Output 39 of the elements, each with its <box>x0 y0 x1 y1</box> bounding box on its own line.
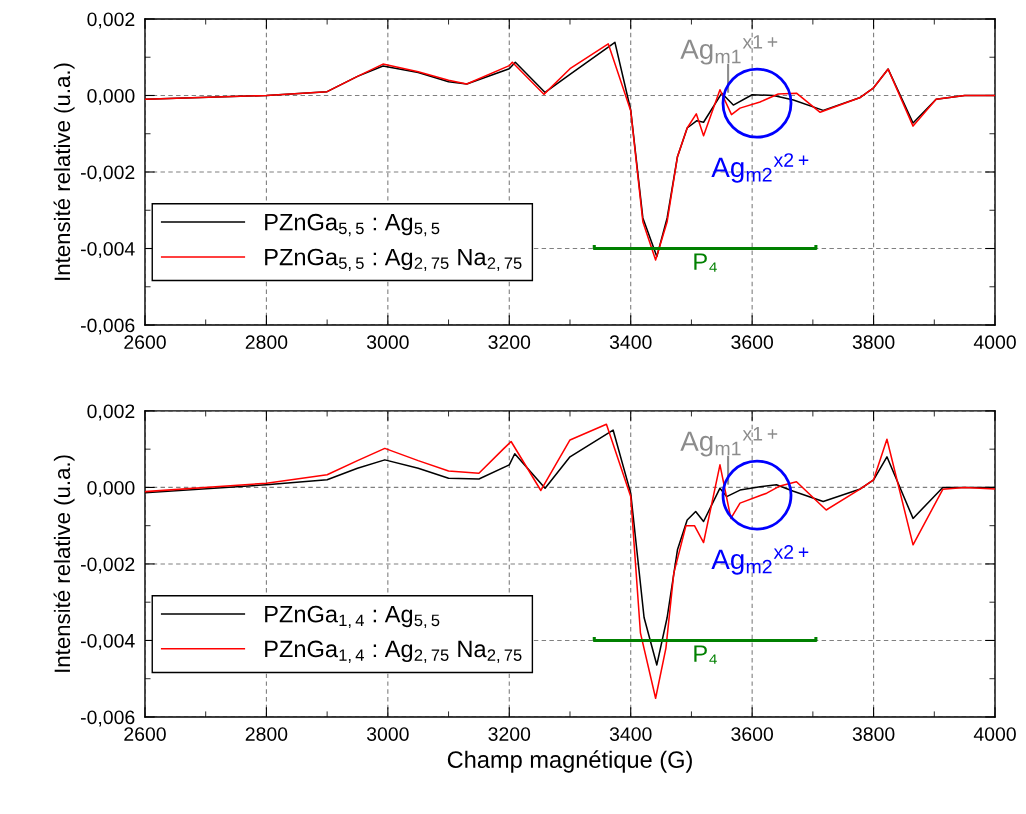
x-tick-label: 3000 <box>366 727 409 741</box>
series-label: P₄ <box>694 645 717 664</box>
legend-label: PZnGa$_{1,4}$ : Ag$_{5,5}$ <box>265 605 440 629</box>
annotation: Ag$_{m2}$$^{x2+}$ <box>711 153 809 183</box>
annotation: Ag$_{m2}$$^{x2+}$ <box>711 545 809 575</box>
x-tick-label: 3400 <box>609 727 652 741</box>
legend-label: PZnGa$_{1,4}$ : Ag$_{2,75}$ Na$_{2,75}$ <box>265 640 522 663</box>
y-tick-label: -0,004 <box>80 633 135 650</box>
x-tick-label: 3800 <box>852 727 895 741</box>
y-tick-label: -0,006 <box>80 710 135 727</box>
y-tick-label: 0,000 <box>87 88 135 106</box>
x-tick-label: 3200 <box>488 335 531 350</box>
y-tick-label: -0,004 <box>80 241 135 259</box>
x-tick-label: 3600 <box>731 335 774 350</box>
x-tick-label: 2600 <box>124 727 166 741</box>
y-axis-title: Intensité relative (u.a.) <box>53 63 75 280</box>
y-tick-label: -0,002 <box>80 557 135 574</box>
x-tick-label: 3600 <box>731 727 774 741</box>
x-tick-label: 3000 <box>366 335 409 350</box>
x-tick-label: 4000 <box>973 335 1016 350</box>
x-tick-label: 2600 <box>124 335 166 350</box>
y-tick-label: 0,000 <box>87 480 135 497</box>
x-tick-label: 2800 <box>245 335 288 350</box>
y-axis-title: Intensité relative (u.a.) <box>53 455 75 672</box>
annotation: Ag$_{m1}$$^{x1+}$ <box>680 35 778 65</box>
annotation: Ag$_{m1}$$^{x1+}$ <box>680 427 778 457</box>
x-tick-label: 3800 <box>852 335 895 350</box>
x-tick-label: 2800 <box>245 727 288 741</box>
x-tick-label: 4000 <box>973 727 1016 741</box>
x-tick-label: 3400 <box>609 335 652 350</box>
legend-label: PZnGa$_{5,5}$ : Ag$_{5,5}$ <box>265 213 440 237</box>
legend-label: PZnGa$_{5,5}$ : Ag$_{2,75}$ Na$_{2,75}$ <box>265 248 522 271</box>
x-tick-label: 3200 <box>488 727 531 741</box>
y-tick-label: -0,002 <box>80 165 135 182</box>
x-axis-title: Champ magnétique (G) <box>447 750 692 773</box>
y-tick-label: 0,002 <box>87 12 135 29</box>
y-tick-label: 0,002 <box>87 404 135 421</box>
y-tick-label: -0,006 <box>80 318 135 335</box>
series-label: P₄ <box>694 253 717 272</box>
